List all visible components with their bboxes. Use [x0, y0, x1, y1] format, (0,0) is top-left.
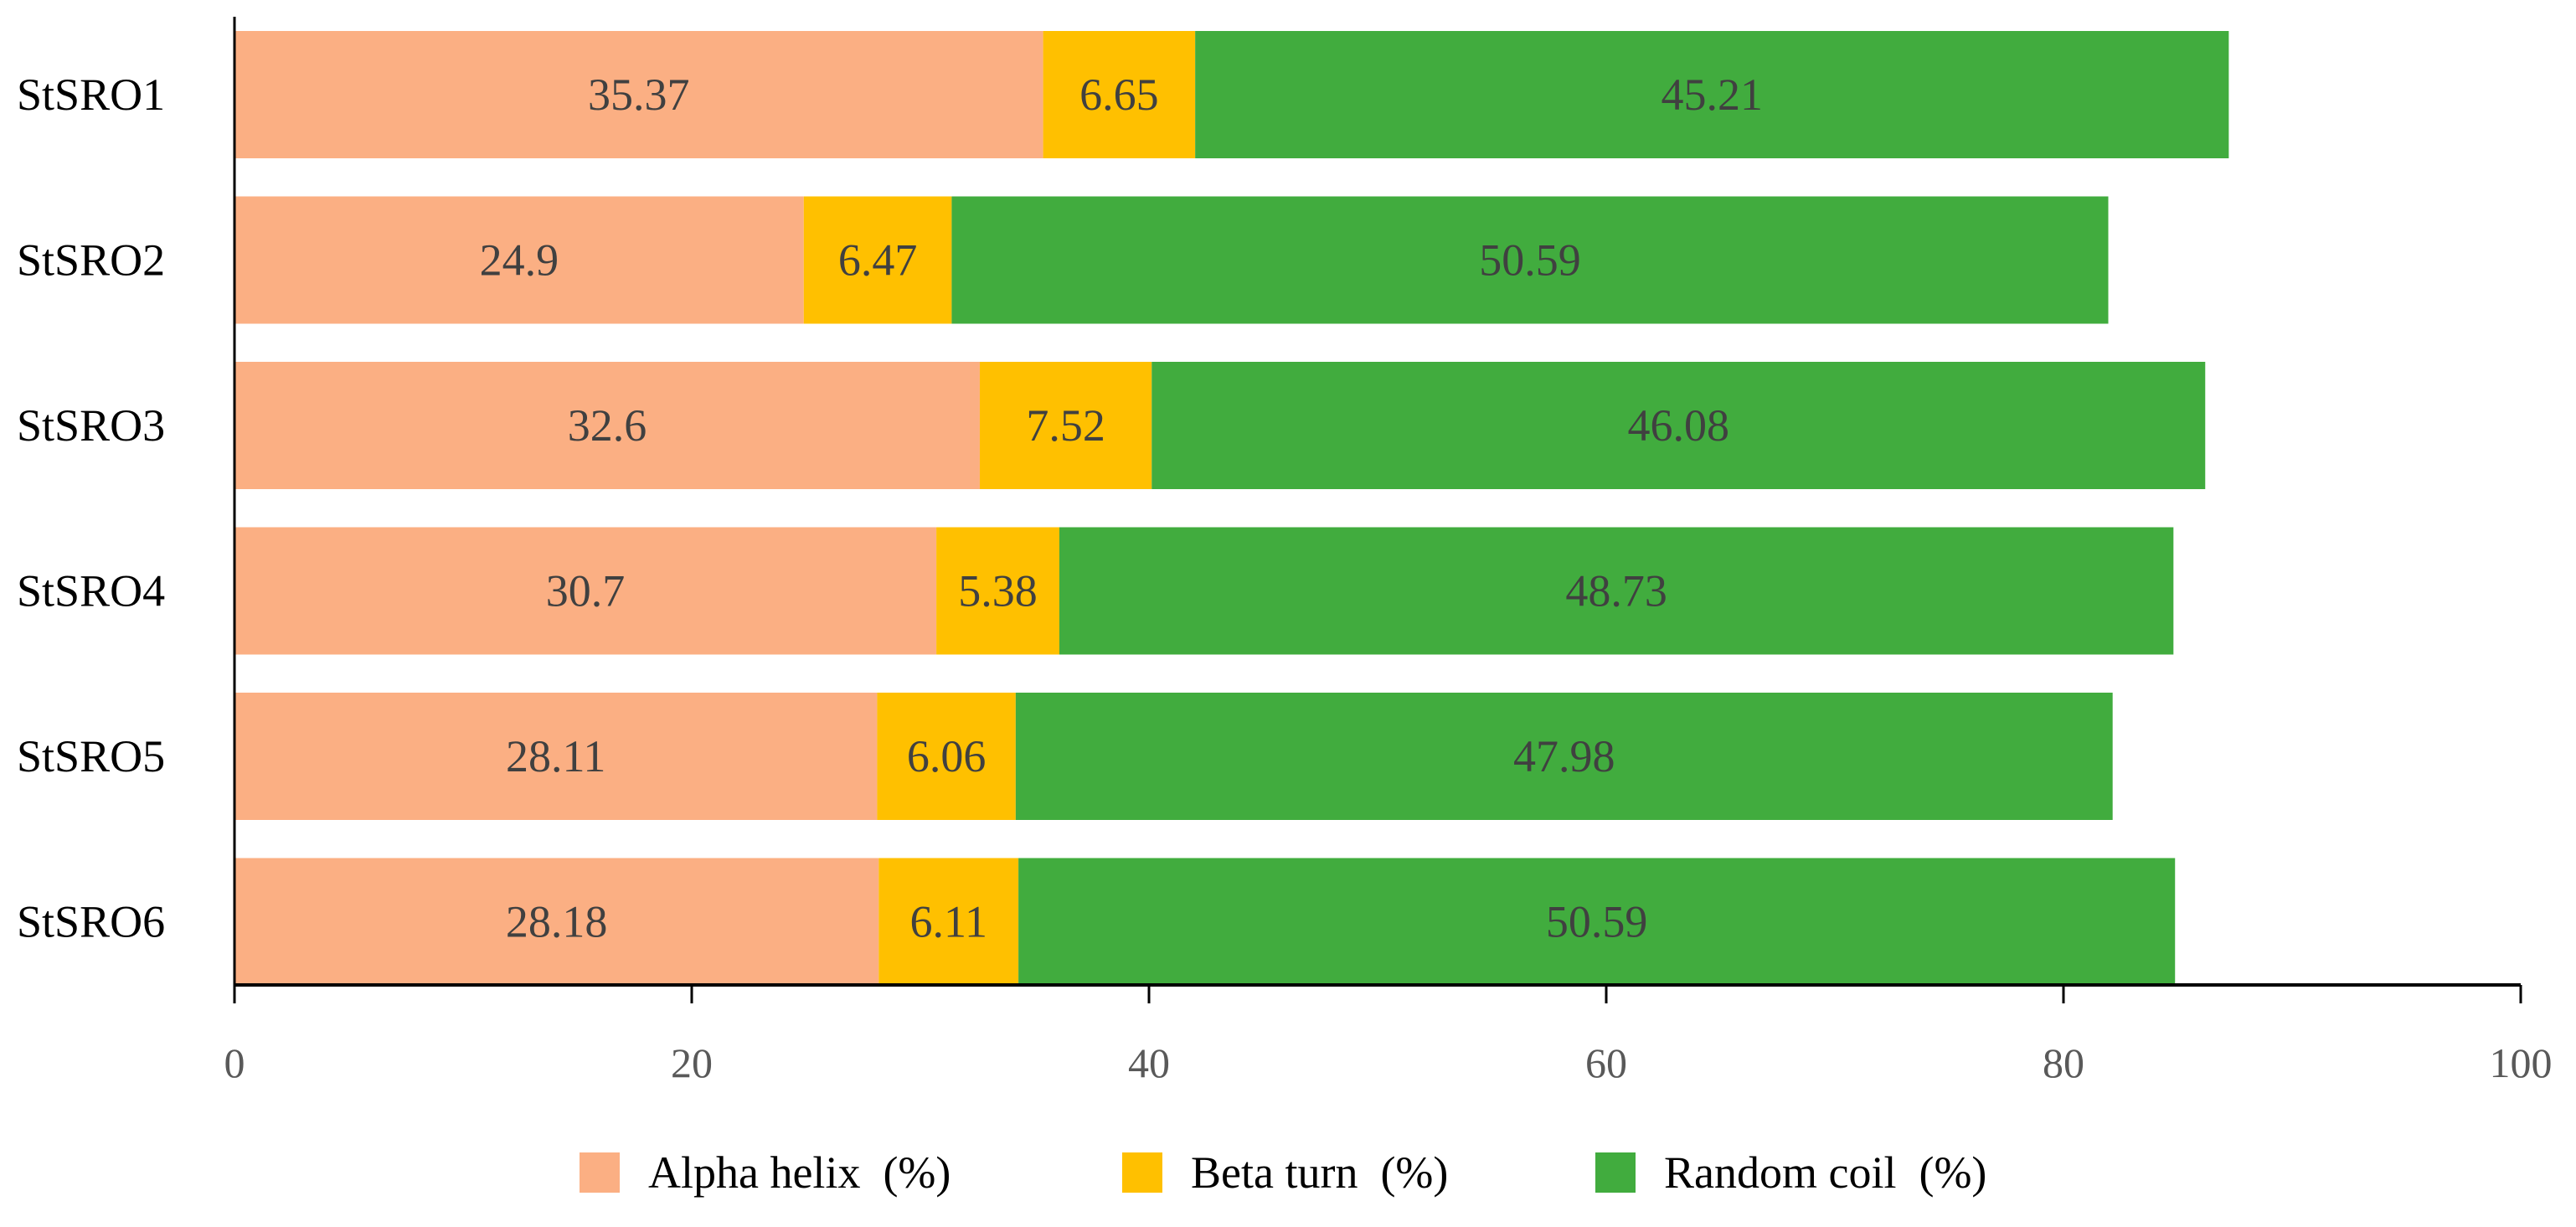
x-tick-label: 60 — [1585, 1039, 1627, 1086]
category-label: StSRO4 — [17, 566, 165, 616]
data-label: 6.06 — [907, 731, 987, 781]
axes-layer: StSRO1 StSRO2 StSRO3 StSRO4 StSRO5 StSRO6 0 20 4… — [17, 17, 2553, 1086]
bar-segment-alpha — [234, 31, 1043, 158]
x-tick-label: 0 — [224, 1039, 245, 1086]
data-label: 45.21 — [1662, 70, 1764, 120]
data-label: 48.73 — [1565, 566, 1667, 616]
bar-segment-random — [951, 196, 2109, 324]
data-label: 7.52 — [1026, 400, 1105, 451]
data-label: 50.59 — [1479, 235, 1581, 286]
data-label: 6.65 — [1079, 70, 1159, 120]
bar-segment-alpha — [234, 693, 878, 820]
data-label: 32.6 — [568, 400, 647, 451]
legend-label: Alpha helix (%) — [648, 1147, 951, 1198]
category-label: StSRO6 — [17, 897, 165, 947]
bar-segment-random — [1059, 527, 2174, 655]
bar-segment-beta — [877, 693, 1016, 820]
category-label: StSRO1 — [17, 70, 165, 120]
data-label: 6.11 — [909, 897, 987, 947]
x-tick-label: 40 — [1128, 1039, 1170, 1086]
bar-segment-beta — [936, 527, 1059, 655]
bar-segment-alpha — [234, 858, 879, 986]
legend-label: Beta turn (%) — [1191, 1147, 1448, 1198]
data-label: 35.37 — [588, 70, 690, 120]
x-tick-label: 100 — [2490, 1039, 2553, 1086]
x-tick-label: 20 — [671, 1039, 713, 1086]
bar-segment-beta — [979, 362, 1152, 489]
legend-swatch — [580, 1152, 620, 1193]
bar-segment-alpha — [234, 362, 980, 489]
category-label: StSRO5 — [17, 731, 165, 781]
data-label: 50.59 — [1546, 897, 1648, 947]
legend-label: Random coil (%) — [1664, 1147, 1986, 1198]
bars-layer: 35.37 6.65 45.21 24.9 6.47 50.59 32.6 7.52 46.08… — [234, 31, 2229, 986]
x-tick-label: 80 — [2043, 1039, 2084, 1086]
bar-segment-beta — [803, 196, 952, 324]
data-label: 46.08 — [1628, 400, 1730, 451]
bar-segment-random — [1018, 858, 2176, 986]
bar-segment-random — [1151, 362, 2206, 489]
bar-segment-alpha — [234, 196, 804, 324]
legend-swatch — [1595, 1152, 1636, 1193]
bar-segment-beta — [878, 858, 1019, 986]
category-label: StSRO2 — [17, 235, 165, 286]
legend: Alpha helix (%) Beta turn (%) Random coil … — [580, 1147, 1986, 1198]
data-label: 6.47 — [838, 235, 918, 286]
bar-segment-random — [1195, 31, 2229, 158]
category-label: StSRO3 — [17, 400, 165, 451]
bar-segment-random — [1015, 693, 2113, 820]
data-label: 47.98 — [1513, 731, 1615, 781]
data-label: 5.38 — [958, 566, 1038, 616]
bar-segment-beta — [1043, 31, 1196, 158]
data-label: 28.11 — [506, 731, 606, 781]
data-label: 28.18 — [506, 897, 608, 947]
bar-segment-alpha — [234, 527, 937, 655]
legend-swatch — [1122, 1152, 1162, 1193]
data-label: 24.9 — [480, 235, 559, 286]
data-label: 30.7 — [546, 566, 626, 616]
